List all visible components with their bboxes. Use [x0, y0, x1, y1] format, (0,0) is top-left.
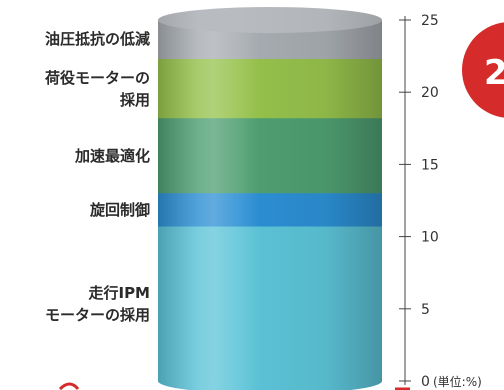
- y-tick-label: 25: [421, 13, 439, 29]
- segment-label-line: 旋回制御: [89, 200, 150, 219]
- y-tick-label: 10: [421, 230, 439, 246]
- badge-circle: [462, 22, 504, 118]
- segment-label-4: 油圧抵抗の低減: [45, 28, 150, 50]
- segment-label-3: 荷役モーターの採用: [45, 67, 150, 111]
- segment-highlight: [158, 58, 382, 132]
- unit-label: (単位:%): [433, 374, 482, 389]
- cylinder-segments: [158, 20, 382, 390]
- decor-mark-left: [58, 382, 80, 390]
- y-tick-label: 20: [421, 85, 439, 101]
- segment-label-2: 加速最適化: [75, 145, 150, 167]
- badge-number: 2: [484, 53, 504, 93]
- cylinder-top-cap-shade: [158, 7, 382, 33]
- segment-2: [158, 118, 382, 207]
- y-axis: 0 5 10 15 20 25: [399, 13, 439, 390]
- segment-label-line: 油圧抵抗の低減: [44, 30, 150, 49]
- segment-label-line: 走行IPM: [88, 283, 150, 302]
- segment-0: [158, 226, 382, 390]
- segment-label-line: 加速最適化: [74, 146, 150, 165]
- y-tick-label: 15: [421, 157, 439, 173]
- y-tick-label: 0: [421, 374, 430, 390]
- segment-label-line: 荷役モーターの: [44, 68, 150, 87]
- segment-highlight: [158, 118, 382, 207]
- segment-label-1: 旋回制御: [90, 199, 150, 221]
- segment-3: [158, 58, 382, 132]
- segment-label-0: 走行IPM モーターの採用: [45, 282, 150, 326]
- segment-label-line: モーターの採用: [44, 305, 150, 324]
- segment-label-line: 採用: [119, 90, 150, 109]
- y-tick-label: 5: [421, 302, 430, 318]
- segment-highlight: [158, 226, 382, 390]
- segment-labels: 走行IPM モーターの採用 旋回制御 加速最適化 荷役モーターの採用 油圧抵抗の低減: [0, 0, 150, 390]
- badge: 2: [462, 22, 504, 118]
